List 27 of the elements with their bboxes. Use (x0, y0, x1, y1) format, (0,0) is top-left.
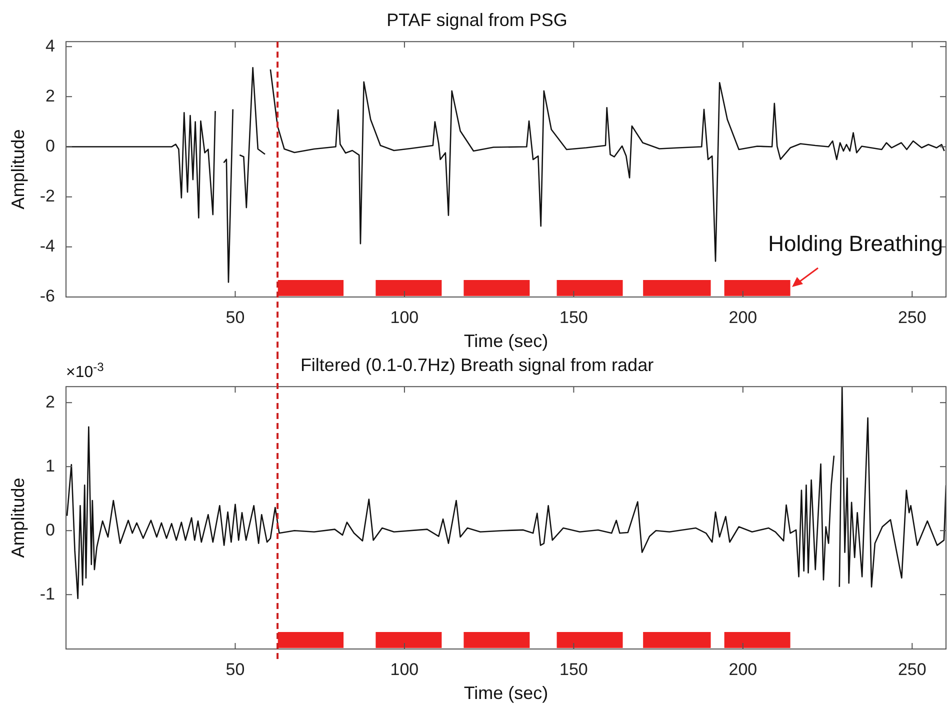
x-tick-label: 250 (898, 660, 926, 679)
y-tick-label: -4 (40, 236, 55, 256)
y-tick-label: -1 (40, 584, 55, 604)
x-tick-label: 150 (560, 660, 588, 679)
y-tick-label: 4 (46, 36, 55, 56)
chart-title: Filtered (0.1-0.7Hz) Breath signal from radar (300, 354, 654, 375)
x-axis-title: Time (sec) (464, 331, 548, 352)
y-tick-label: 2 (46, 392, 55, 412)
y-tick-label: 0 (46, 136, 55, 156)
x-tick-label: 50 (226, 660, 245, 679)
y-tick-label: -6 (40, 286, 55, 306)
annotation: Holding Breathing (768, 231, 943, 256)
y-tick-label: 0 (46, 520, 55, 540)
x-tick-label: 250 (898, 308, 926, 327)
y-tick-label: 1 (46, 456, 55, 476)
x-tick-label: 150 (560, 308, 588, 327)
x-tick-label: 50 (226, 308, 245, 327)
x-axis-title: Time (sec) (464, 683, 548, 704)
y-tick-label: 2 (46, 86, 55, 106)
x-tick-label: 200 (728, 308, 758, 327)
x-tick-label: 100 (390, 308, 419, 327)
x-tick-label: 200 (728, 660, 758, 679)
y-axis-title: Amplitude (8, 129, 28, 210)
chart-title: PTAF signal from PSG (386, 10, 568, 30)
y-tick-label: -2 (40, 186, 55, 206)
y-axis-title: Amplitude (8, 478, 28, 558)
x-tick-label: 100 (390, 660, 419, 679)
